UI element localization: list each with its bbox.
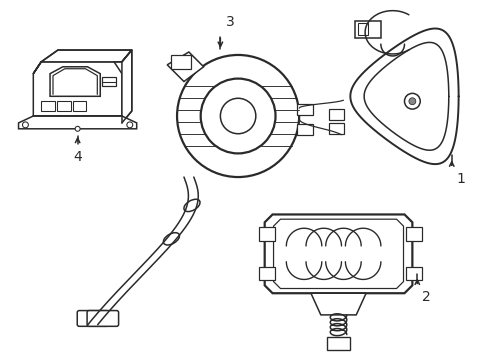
Bar <box>326 337 349 350</box>
Text: 3: 3 <box>226 15 235 30</box>
Bar <box>258 227 274 241</box>
Bar <box>102 77 116 86</box>
Bar <box>57 101 71 111</box>
Bar <box>328 109 344 120</box>
Polygon shape <box>33 62 122 116</box>
Polygon shape <box>122 50 131 123</box>
Polygon shape <box>50 67 100 96</box>
Bar <box>406 267 421 280</box>
Polygon shape <box>33 50 131 74</box>
Bar <box>297 124 312 135</box>
Bar <box>328 123 344 134</box>
FancyBboxPatch shape <box>87 311 119 326</box>
Ellipse shape <box>163 233 179 245</box>
Bar <box>297 104 312 115</box>
Polygon shape <box>19 116 137 129</box>
Text: 4: 4 <box>73 150 82 165</box>
Polygon shape <box>264 215 411 293</box>
Polygon shape <box>167 52 203 82</box>
Ellipse shape <box>183 199 200 212</box>
Circle shape <box>126 122 132 128</box>
Circle shape <box>75 126 80 131</box>
Text: 1: 1 <box>456 172 465 186</box>
Bar <box>41 101 55 111</box>
Bar <box>406 227 421 241</box>
Bar <box>355 21 380 38</box>
Circle shape <box>200 78 275 153</box>
Polygon shape <box>273 219 403 288</box>
Text: 2: 2 <box>421 290 430 304</box>
Bar <box>171 55 190 69</box>
Bar <box>258 267 274 280</box>
Bar <box>73 101 86 111</box>
Circle shape <box>408 98 415 105</box>
Circle shape <box>22 122 28 128</box>
Circle shape <box>177 55 299 177</box>
Polygon shape <box>310 293 366 315</box>
Circle shape <box>404 93 419 109</box>
FancyBboxPatch shape <box>77 311 108 326</box>
Circle shape <box>220 98 255 134</box>
Bar <box>358 23 367 35</box>
